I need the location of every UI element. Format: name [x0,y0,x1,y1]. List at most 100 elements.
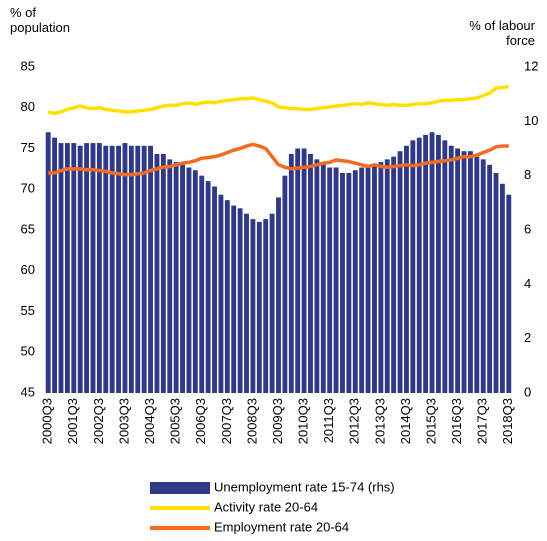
bar [154,153,160,393]
y2-tick-label: 6 [524,221,531,236]
bar [205,181,211,393]
y2-tick-label: 2 [524,330,531,345]
legend-label: Unemployment rate 15-74 (rhs) [214,479,395,494]
y-tick-label: 45 [21,384,35,399]
bar [141,145,147,393]
bar [372,164,377,393]
x-tick-label: 2017Q3 [475,398,490,444]
bar [506,194,512,393]
bar [77,145,83,393]
bar [346,172,352,393]
y-tick-label: 75 [21,140,35,155]
bar [96,143,102,393]
x-tick-label: 2007Q3 [219,398,234,444]
bar [436,134,441,393]
bar [224,200,230,393]
line [48,142,509,177]
x-tick-label: 2010Q3 [296,398,311,444]
x-tick-label: 2003Q3 [116,398,131,444]
x-tick-label: 2014Q3 [398,398,413,444]
bar [64,143,70,393]
y2-axis-title: % of labour force [469,18,535,48]
bar [320,162,326,393]
x-tick-label: 2016Q3 [449,398,464,444]
y-tick-label: 85 [21,58,35,73]
bar [499,183,505,393]
bar [442,140,448,393]
bar [448,145,454,393]
y-tick-label: 55 [21,303,35,318]
y-tick-label: 70 [21,181,35,196]
bar [404,145,409,393]
bar [461,151,467,393]
bar [180,164,185,393]
bar [167,159,173,393]
legend-swatch [150,482,210,494]
bar [378,162,384,393]
bar [397,151,403,393]
bar [244,213,249,393]
bar [333,167,339,393]
bar [122,143,128,393]
y2-tick-label: 12 [524,58,538,73]
bar [250,219,256,393]
bar [276,197,281,393]
bar [301,148,307,393]
x-tick-label: 2012Q3 [347,398,362,444]
bar [493,172,499,393]
x-tick-label: 2001Q3 [65,398,80,444]
bar [212,186,217,393]
x-tick-label: 2015Q3 [423,398,438,444]
bar [288,153,294,393]
x-tick-label: 2008Q3 [244,398,259,444]
bar [455,148,461,393]
x-tick-label: 2002Q3 [91,398,106,444]
bar [128,145,134,393]
bar [52,137,58,393]
bar [192,170,198,393]
bar [109,145,115,393]
bar [429,132,435,393]
bar [467,151,473,393]
bar [135,145,141,393]
y2-tick-label: 10 [524,113,538,128]
bar [173,162,179,393]
legend-label: Activity rate 20-64 [214,499,318,514]
y2-tick-label: 8 [524,167,531,182]
bar [148,145,153,393]
line [47,84,510,116]
bar [340,172,345,393]
bar [237,208,243,393]
bar [45,132,51,393]
y2-tick-label: 4 [524,276,531,291]
bar [263,219,269,393]
bar [365,167,371,393]
x-tick-label: 2005Q3 [168,398,183,444]
bar [218,194,224,393]
bar [474,156,480,393]
bar [103,145,109,393]
bar [391,156,397,393]
x-tick-label: 2013Q3 [372,398,387,444]
bar [282,175,288,393]
bar [199,175,205,393]
bar [359,167,365,393]
x-tick-label: 2011Q3 [321,398,336,443]
bar [90,143,96,393]
bar [186,167,192,393]
y-tick-label: 50 [21,344,35,359]
bar [480,159,486,393]
x-tick-label: 2000Q3 [40,398,55,444]
bar [71,143,77,393]
bar [58,143,64,393]
bar [295,148,301,393]
bar [410,140,416,393]
y-tick-label: 65 [21,221,35,236]
bar [416,137,422,393]
y2-tick-label: 0 [524,384,531,399]
x-tick-label: 2006Q3 [193,398,208,444]
x-tick-label: 2018Q3 [500,398,515,444]
bar [256,221,262,393]
